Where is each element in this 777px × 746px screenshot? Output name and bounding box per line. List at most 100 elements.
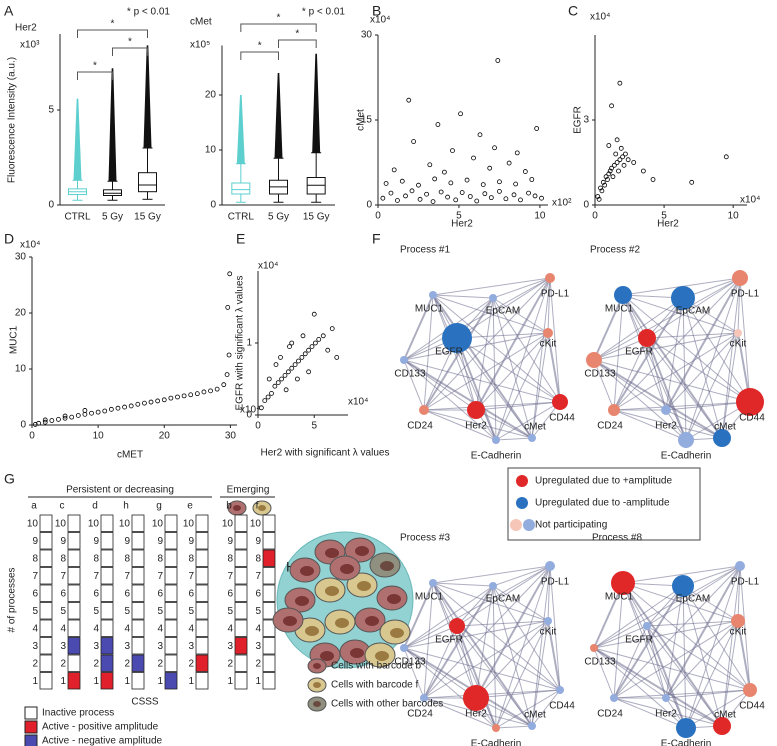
network-node bbox=[463, 685, 489, 711]
row-number: 9 bbox=[227, 536, 233, 547]
point bbox=[161, 397, 167, 403]
network-edge bbox=[475, 401, 561, 411]
network-edge bbox=[682, 585, 723, 727]
point bbox=[497, 188, 502, 194]
row-number: 7 bbox=[157, 571, 163, 582]
network-edge bbox=[492, 565, 551, 587]
panel-label: A bbox=[4, 3, 14, 19]
point bbox=[279, 376, 285, 382]
network-node bbox=[735, 561, 745, 571]
node-label: MUC1 bbox=[605, 304, 634, 315]
row-number: 9 bbox=[32, 536, 38, 547]
network-edge bbox=[475, 620, 549, 699]
row-number: 8 bbox=[60, 553, 66, 564]
process-cell bbox=[164, 514, 178, 532]
network-edge bbox=[665, 277, 741, 411]
point bbox=[89, 410, 94, 416]
point bbox=[609, 103, 614, 109]
row-number: 1 bbox=[188, 676, 194, 687]
network-edge bbox=[456, 620, 549, 627]
y-tick-label: 30 bbox=[361, 30, 373, 41]
network-node bbox=[429, 579, 437, 587]
network-node bbox=[545, 273, 555, 283]
cell-nucleus bbox=[283, 616, 297, 626]
network-edge bbox=[593, 297, 684, 361]
network-node bbox=[544, 617, 552, 625]
process-cell bbox=[100, 567, 114, 585]
row-number: 5 bbox=[157, 606, 163, 617]
row-number: 6 bbox=[255, 588, 261, 599]
process-cell bbox=[164, 532, 178, 550]
process-cell bbox=[262, 584, 276, 602]
legend-swatch bbox=[523, 519, 535, 531]
network-edge bbox=[403, 647, 425, 699]
network-edge bbox=[475, 689, 561, 699]
network-edge bbox=[593, 565, 741, 649]
y-axis-label: cMet bbox=[356, 109, 367, 131]
network-edge bbox=[492, 297, 533, 439]
point bbox=[621, 162, 627, 168]
process-cell bbox=[234, 619, 248, 637]
process-cell bbox=[100, 654, 114, 672]
process-cell bbox=[195, 602, 209, 620]
node-label: cKit bbox=[730, 627, 747, 638]
node-label: EGFR bbox=[435, 347, 463, 358]
network-edge bbox=[475, 277, 551, 411]
network-edge bbox=[423, 689, 561, 699]
network-edge bbox=[495, 401, 561, 441]
box bbox=[103, 189, 122, 197]
significance-star: * bbox=[258, 41, 262, 52]
network-edge bbox=[549, 277, 561, 403]
point bbox=[168, 395, 174, 401]
point bbox=[495, 58, 501, 63]
node-label: E-Cadherin bbox=[661, 451, 712, 462]
network-edge bbox=[403, 647, 533, 727]
network-node bbox=[442, 323, 472, 353]
network-edge bbox=[613, 582, 624, 699]
row-number: 10 bbox=[250, 518, 262, 529]
row-number: 8 bbox=[124, 553, 130, 564]
point bbox=[513, 181, 519, 187]
process-cell bbox=[164, 567, 178, 585]
process-cell bbox=[131, 672, 145, 690]
process-cell bbox=[234, 654, 248, 672]
network-edge bbox=[613, 625, 648, 699]
legend-label: Active - positive amplitude bbox=[42, 722, 159, 733]
point bbox=[487, 165, 493, 171]
process-cell bbox=[67, 672, 81, 690]
row-number: 4 bbox=[227, 623, 233, 634]
panel-label: E bbox=[236, 231, 245, 247]
point bbox=[128, 403, 134, 409]
y-tick-label: 10 bbox=[205, 145, 217, 156]
point bbox=[534, 126, 540, 131]
node-label: CD44 bbox=[549, 701, 575, 712]
network-edge bbox=[456, 332, 549, 339]
point bbox=[108, 406, 114, 412]
point bbox=[448, 180, 454, 186]
legend-swatch bbox=[516, 475, 528, 487]
row-number: 7 bbox=[255, 571, 261, 582]
process-cell bbox=[100, 637, 114, 655]
point bbox=[258, 405, 264, 411]
node-label: CD24 bbox=[407, 421, 433, 432]
network-edge bbox=[646, 332, 739, 339]
y-axis-label: EGFR with significant λ values bbox=[235, 275, 246, 410]
panel-label: C bbox=[568, 3, 578, 19]
network-edge bbox=[593, 337, 648, 361]
point bbox=[201, 389, 207, 395]
network-edge bbox=[739, 277, 751, 403]
network-edge bbox=[456, 585, 494, 627]
row-number: 3 bbox=[188, 641, 194, 652]
legend-label: Inactive process bbox=[42, 708, 114, 719]
network-edge bbox=[622, 294, 667, 411]
process-cell bbox=[164, 654, 178, 672]
process-cell bbox=[234, 602, 248, 620]
network-node bbox=[419, 405, 429, 415]
point bbox=[631, 160, 637, 165]
node-label: cKit bbox=[540, 339, 557, 350]
point bbox=[388, 190, 394, 196]
point bbox=[600, 179, 606, 185]
row-number: 2 bbox=[227, 658, 233, 669]
node-label: CD133 bbox=[584, 369, 616, 380]
network-node bbox=[661, 405, 671, 415]
